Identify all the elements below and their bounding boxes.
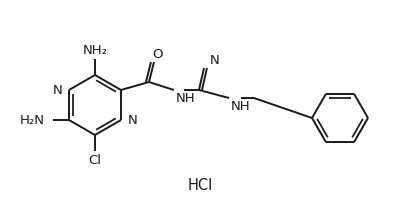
Text: NH: NH <box>176 92 195 105</box>
Text: NH₂: NH₂ <box>82 45 107 58</box>
Text: H₂N: H₂N <box>20 114 45 127</box>
Text: N: N <box>52 83 62 96</box>
Text: N: N <box>128 114 138 127</box>
Text: NH: NH <box>231 101 251 114</box>
Text: Cl: Cl <box>89 154 102 167</box>
Text: O: O <box>153 49 163 62</box>
Text: HCl: HCl <box>187 177 213 193</box>
Text: N: N <box>210 53 220 66</box>
